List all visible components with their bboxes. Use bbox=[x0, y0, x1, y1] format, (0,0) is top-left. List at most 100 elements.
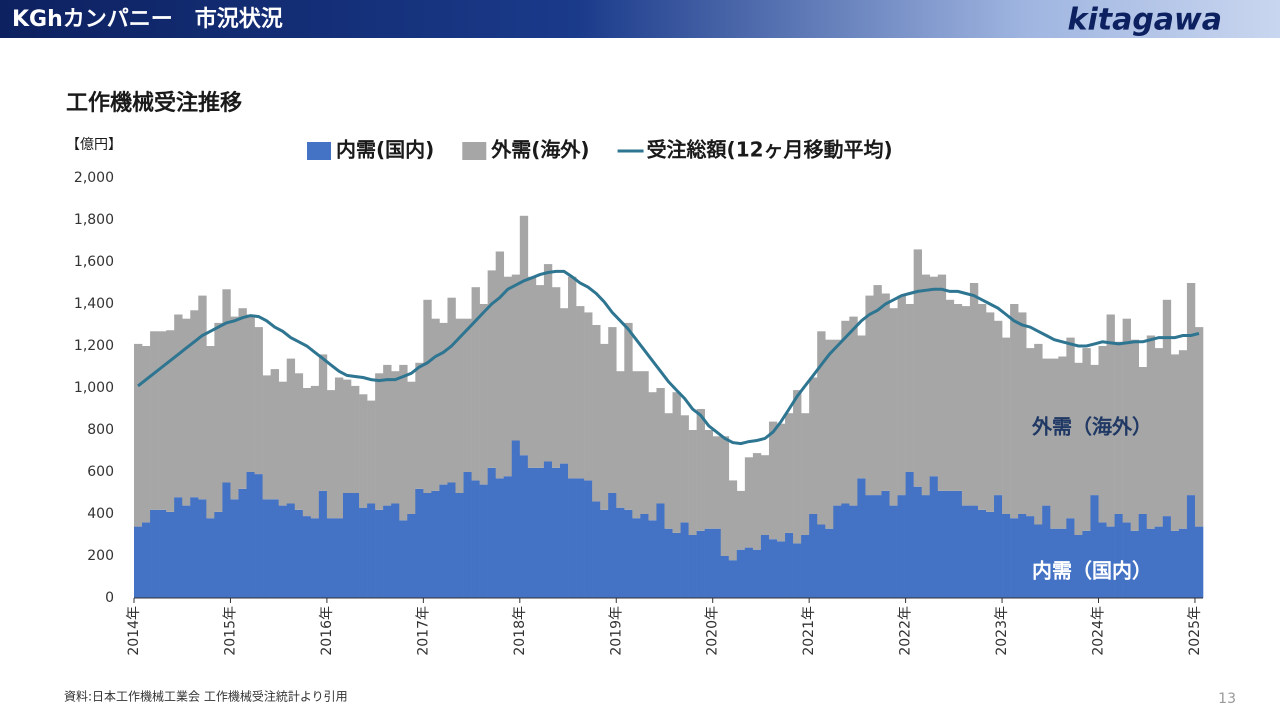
x-tick-label: 2017年 bbox=[415, 606, 431, 656]
bar bbox=[383, 505, 392, 598]
bar bbox=[1178, 350, 1188, 529]
bar bbox=[704, 528, 714, 598]
bar bbox=[511, 274, 521, 441]
bar bbox=[881, 293, 890, 491]
bar bbox=[961, 505, 971, 598]
bar bbox=[712, 436, 722, 529]
bar bbox=[809, 377, 818, 514]
bar bbox=[230, 499, 239, 598]
bar bbox=[551, 467, 561, 598]
bar bbox=[929, 476, 939, 598]
y-tick-label: 800 bbox=[87, 422, 114, 438]
bar bbox=[495, 478, 505, 598]
bar bbox=[1154, 348, 1164, 527]
bar bbox=[1130, 339, 1139, 531]
bar bbox=[134, 343, 143, 527]
bar bbox=[359, 507, 368, 598]
bar bbox=[664, 528, 673, 598]
bar bbox=[1082, 348, 1091, 531]
bar bbox=[535, 285, 545, 468]
bar bbox=[423, 493, 432, 598]
bar bbox=[985, 511, 995, 598]
bar bbox=[543, 461, 553, 598]
bar bbox=[1146, 528, 1156, 598]
source-note: 資料:日本工作機械工業会 工作機械受注統計より引用 bbox=[64, 689, 348, 704]
bar bbox=[680, 522, 689, 598]
bar bbox=[1066, 518, 1075, 598]
bar bbox=[238, 308, 247, 489]
x-tick-label: 2019年 bbox=[608, 606, 624, 656]
bar bbox=[1162, 299, 1172, 517]
bar bbox=[1194, 327, 1204, 527]
bar bbox=[511, 440, 521, 598]
bar bbox=[1042, 358, 1051, 506]
bar bbox=[399, 364, 408, 521]
bar bbox=[1042, 505, 1051, 598]
bar bbox=[728, 560, 738, 598]
bar bbox=[865, 295, 874, 496]
bar bbox=[953, 490, 963, 598]
bar bbox=[310, 518, 320, 598]
y-tick-label: 600 bbox=[87, 464, 114, 480]
bar bbox=[752, 453, 762, 550]
y-tick-label: 1,000 bbox=[74, 380, 114, 396]
bar bbox=[1178, 528, 1188, 598]
bar bbox=[1106, 314, 1115, 527]
bar bbox=[1090, 364, 1099, 496]
bar bbox=[1026, 516, 1035, 598]
line-series bbox=[137, 269, 1200, 446]
bar bbox=[367, 400, 376, 504]
bar bbox=[1154, 526, 1164, 598]
bar bbox=[254, 327, 263, 475]
bar bbox=[1122, 522, 1131, 598]
bar bbox=[1010, 518, 1019, 598]
bar bbox=[945, 299, 955, 491]
bar bbox=[1074, 362, 1083, 535]
bar bbox=[286, 358, 296, 504]
bar bbox=[1066, 337, 1075, 519]
bar bbox=[696, 409, 705, 531]
bar bbox=[559, 308, 569, 464]
bar bbox=[254, 474, 263, 598]
bar bbox=[278, 381, 288, 506]
bar bbox=[584, 312, 593, 481]
bar bbox=[656, 503, 665, 598]
bar bbox=[559, 463, 569, 598]
bar bbox=[1010, 304, 1019, 519]
bar bbox=[921, 495, 931, 598]
bar bbox=[624, 509, 633, 598]
bar bbox=[222, 482, 231, 598]
bar bbox=[1002, 337, 1011, 514]
bar bbox=[439, 322, 448, 485]
bar bbox=[391, 371, 400, 504]
bar bbox=[809, 514, 818, 598]
bar bbox=[825, 528, 834, 598]
bar bbox=[551, 287, 561, 468]
bar bbox=[415, 488, 424, 598]
bar bbox=[777, 423, 786, 542]
bar bbox=[214, 511, 223, 598]
bar bbox=[793, 390, 802, 544]
x-tick-label: 2025年 bbox=[1187, 606, 1203, 656]
bar bbox=[969, 505, 979, 598]
y-tick-label: 1,400 bbox=[74, 296, 114, 312]
y-tick-label: 1,800 bbox=[74, 212, 114, 228]
bar bbox=[455, 318, 464, 493]
bar bbox=[736, 490, 746, 550]
bar bbox=[519, 215, 529, 456]
bar bbox=[439, 484, 448, 598]
bar bbox=[391, 503, 400, 598]
bar bbox=[752, 549, 762, 598]
bar bbox=[190, 497, 199, 598]
y-tick-label: 1,600 bbox=[74, 254, 114, 270]
bar bbox=[503, 476, 513, 598]
annotation: 内需（国内） bbox=[1032, 559, 1152, 583]
bar bbox=[294, 373, 304, 510]
bar bbox=[142, 346, 151, 523]
annotation: 外需（海外） bbox=[1031, 415, 1152, 439]
bar bbox=[270, 499, 279, 598]
bar bbox=[889, 308, 898, 506]
bar bbox=[527, 467, 537, 598]
page-number: 13 bbox=[1218, 691, 1236, 707]
bar bbox=[994, 320, 1003, 496]
